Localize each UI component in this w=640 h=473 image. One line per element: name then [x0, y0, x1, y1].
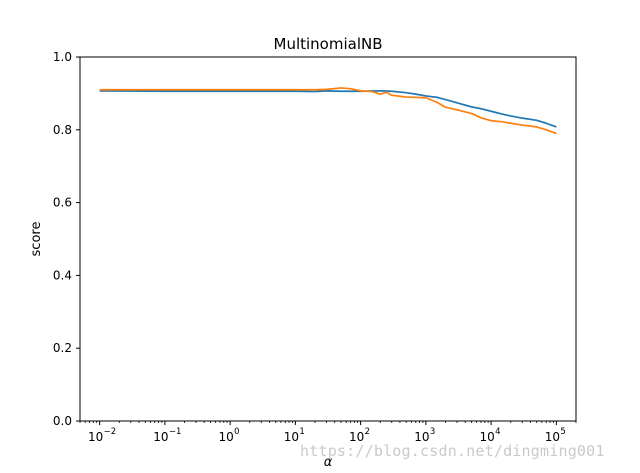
series-line-1: [99, 89, 557, 128]
y-tick-label: 0.2: [53, 341, 72, 355]
watermark-text: https://blog.csdn.net/dingming001: [300, 442, 605, 460]
x-tick-label: 10: [153, 430, 168, 444]
x-tick-exponent: −2: [104, 427, 117, 437]
y-axis-label: score: [29, 222, 44, 257]
plot-area: 0.00.20.40.60.81.010 −2 10 −1 10 0 10 1 10 2 10 3 10…: [53, 50, 577, 444]
x-tick-exponent: 5: [560, 427, 565, 437]
x-tick-exponent: 1: [299, 427, 304, 437]
x-tick-exponent: 4: [495, 427, 500, 437]
x-tick-exponent: −1: [169, 427, 182, 437]
x-tick-label: 10: [349, 430, 364, 444]
x-tick-exponent: 2: [365, 427, 370, 437]
x-tick-exponent: 0: [234, 427, 239, 437]
y-tick-label: 0.6: [53, 196, 72, 210]
y-tick-label: 0.8: [53, 123, 72, 137]
chart-title: MultinomialNB: [274, 35, 383, 53]
x-axis-label: α: [324, 455, 333, 470]
x-tick-label: 10: [88, 430, 103, 444]
x-tick-label: 10: [284, 430, 299, 444]
x-tick-label: 10: [545, 430, 560, 444]
x-tick-label: 10: [479, 430, 494, 444]
x-tick-label: 10: [218, 430, 233, 444]
axes-frame: [79, 56, 577, 422]
x-tick-label: 10: [414, 430, 429, 444]
y-tick-label: 1.0: [53, 50, 72, 64]
series-line-2: [99, 87, 557, 135]
y-tick-label: 0.0: [53, 414, 72, 428]
x-tick-exponent: 3: [430, 427, 435, 437]
y-tick-label: 0.4: [53, 268, 72, 282]
